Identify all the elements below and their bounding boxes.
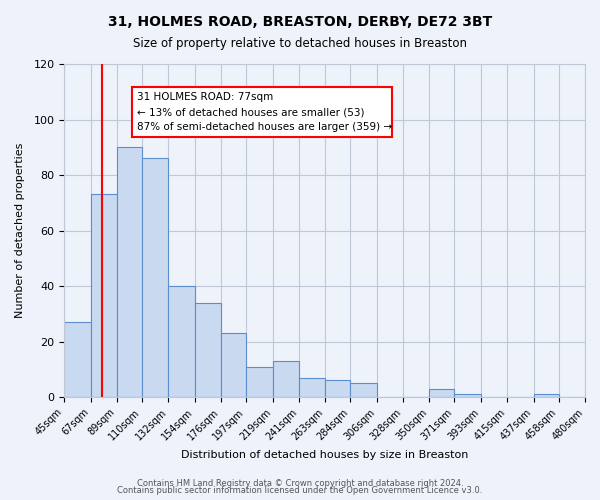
Bar xyxy=(272,361,299,397)
Bar xyxy=(430,389,454,397)
Bar xyxy=(246,366,272,397)
Bar xyxy=(64,322,91,397)
Bar xyxy=(325,380,350,397)
Text: 31 HOLMES ROAD: 77sqm
← 13% of detached houses are smaller (53)
87% of semi-deta: 31 HOLMES ROAD: 77sqm ← 13% of detached … xyxy=(137,92,392,132)
Bar xyxy=(169,286,194,397)
Text: Contains HM Land Registry data © Crown copyright and database right 2024.: Contains HM Land Registry data © Crown c… xyxy=(137,478,463,488)
Y-axis label: Number of detached properties: Number of detached properties xyxy=(15,143,25,318)
Bar xyxy=(117,148,142,397)
Bar xyxy=(350,383,377,397)
Bar xyxy=(221,334,246,397)
Text: Contains public sector information licensed under the Open Government Licence v3: Contains public sector information licen… xyxy=(118,486,482,495)
Bar xyxy=(454,394,481,397)
Text: Size of property relative to detached houses in Breaston: Size of property relative to detached ho… xyxy=(133,38,467,51)
Text: 31, HOLMES ROAD, BREASTON, DERBY, DE72 3BT: 31, HOLMES ROAD, BREASTON, DERBY, DE72 3… xyxy=(108,15,492,29)
FancyBboxPatch shape xyxy=(132,88,392,138)
Bar xyxy=(194,302,221,397)
Bar xyxy=(533,394,559,397)
Bar xyxy=(142,158,169,397)
Bar xyxy=(299,378,325,397)
X-axis label: Distribution of detached houses by size in Breaston: Distribution of detached houses by size … xyxy=(181,450,468,460)
Bar xyxy=(91,194,117,397)
